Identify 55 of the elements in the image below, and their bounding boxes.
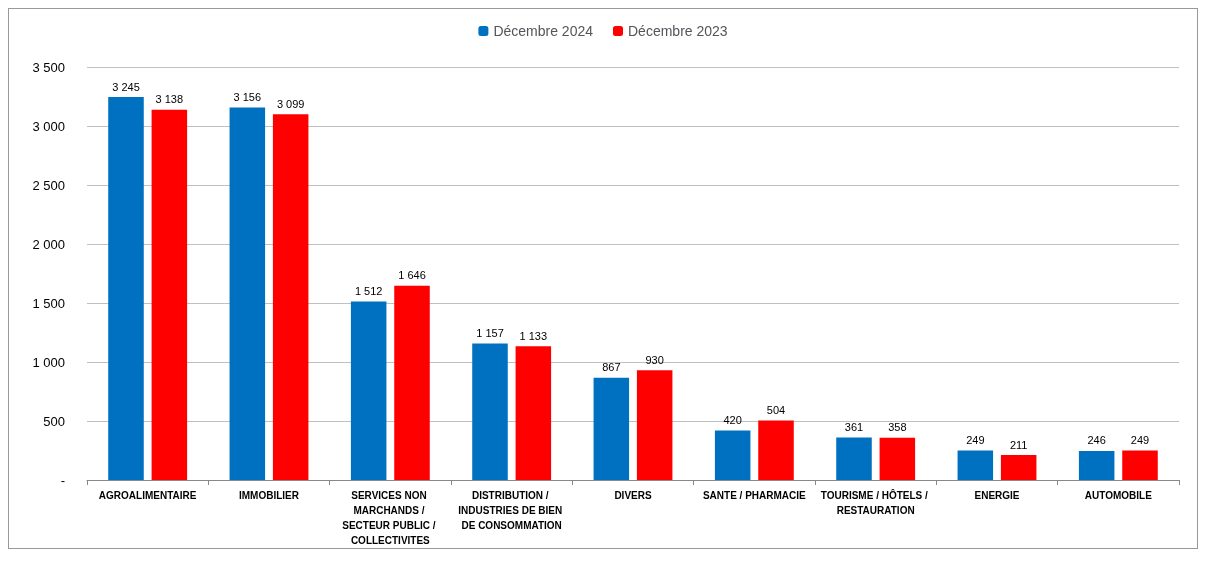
y-tick-label: 2 000 <box>32 236 65 252</box>
bar <box>593 377 630 480</box>
bar <box>957 450 994 480</box>
x-tick-label: SANTE / PHARMACIE <box>702 490 807 501</box>
bar <box>272 114 309 480</box>
data-label: 361 <box>844 420 864 433</box>
bar <box>515 346 552 480</box>
bar <box>1122 450 1158 480</box>
x-tick-label: AUTOMOBILE <box>1084 490 1153 501</box>
data-label: 420 <box>723 413 742 426</box>
y-tick-label: - <box>60 472 65 488</box>
bar <box>108 97 144 480</box>
data-label: 3 156 <box>233 91 262 104</box>
bar <box>394 285 430 480</box>
data-label: 1 646 <box>398 269 426 282</box>
bar <box>350 301 387 480</box>
bar <box>758 420 794 480</box>
y-tick-label: 3 000 <box>32 118 65 134</box>
y-tick-label: 500 <box>43 413 65 429</box>
bar <box>472 343 508 480</box>
x-tick-label: ENERGIE <box>974 490 1020 501</box>
y-tick-label: 1 500 <box>32 295 65 311</box>
x-tick-label: IMMOBILIER <box>239 490 300 501</box>
data-label: 358 <box>888 421 907 434</box>
legend-label: Décembre 2024 <box>493 23 594 39</box>
bar <box>229 107 266 480</box>
data-label: 3 245 <box>112 80 140 93</box>
data-label: 3 099 <box>276 97 305 110</box>
y-tick-label: 2 500 <box>32 177 65 193</box>
data-label: 246 <box>1087 434 1106 447</box>
x-tick-label: AGROALIMENTAIRE <box>98 490 197 501</box>
legend-label: Décembre 2023 <box>628 23 728 39</box>
x-tick-label: DIVERS <box>614 490 652 501</box>
data-label: 249 <box>966 434 985 447</box>
data-label: 1 133 <box>519 329 548 342</box>
x-tick-label: DISTRIBUTION / INDUSTRIES DE BIEN DE CONSOMMATION <box>458 490 566 531</box>
x-tick-label: SERVICES NON MARCHANDS / SECTEUR PUBLIC / COLLECTIVITES <box>342 490 439 546</box>
bar <box>836 437 872 480</box>
x-tick-label: TOURISME / HÔTELS / RESTAURATION <box>820 489 931 516</box>
bar <box>636 370 673 480</box>
data-label: 930 <box>645 353 664 366</box>
y-tick-label: 1 000 <box>32 354 65 370</box>
data-label: 3 138 <box>155 93 184 106</box>
data-label: 211 <box>1009 438 1028 451</box>
data-label: 249 <box>1130 434 1150 447</box>
bar <box>151 109 188 480</box>
data-label: 504 <box>766 404 786 417</box>
bar <box>879 437 916 480</box>
y-tick-label: 3 500 <box>32 59 65 75</box>
bar <box>1078 450 1115 480</box>
data-label: 1 157 <box>476 326 504 339</box>
data-label: 1 512 <box>354 285 383 298</box>
bar <box>714 430 751 480</box>
data-label: 867 <box>602 361 621 374</box>
bar <box>1000 455 1037 480</box>
